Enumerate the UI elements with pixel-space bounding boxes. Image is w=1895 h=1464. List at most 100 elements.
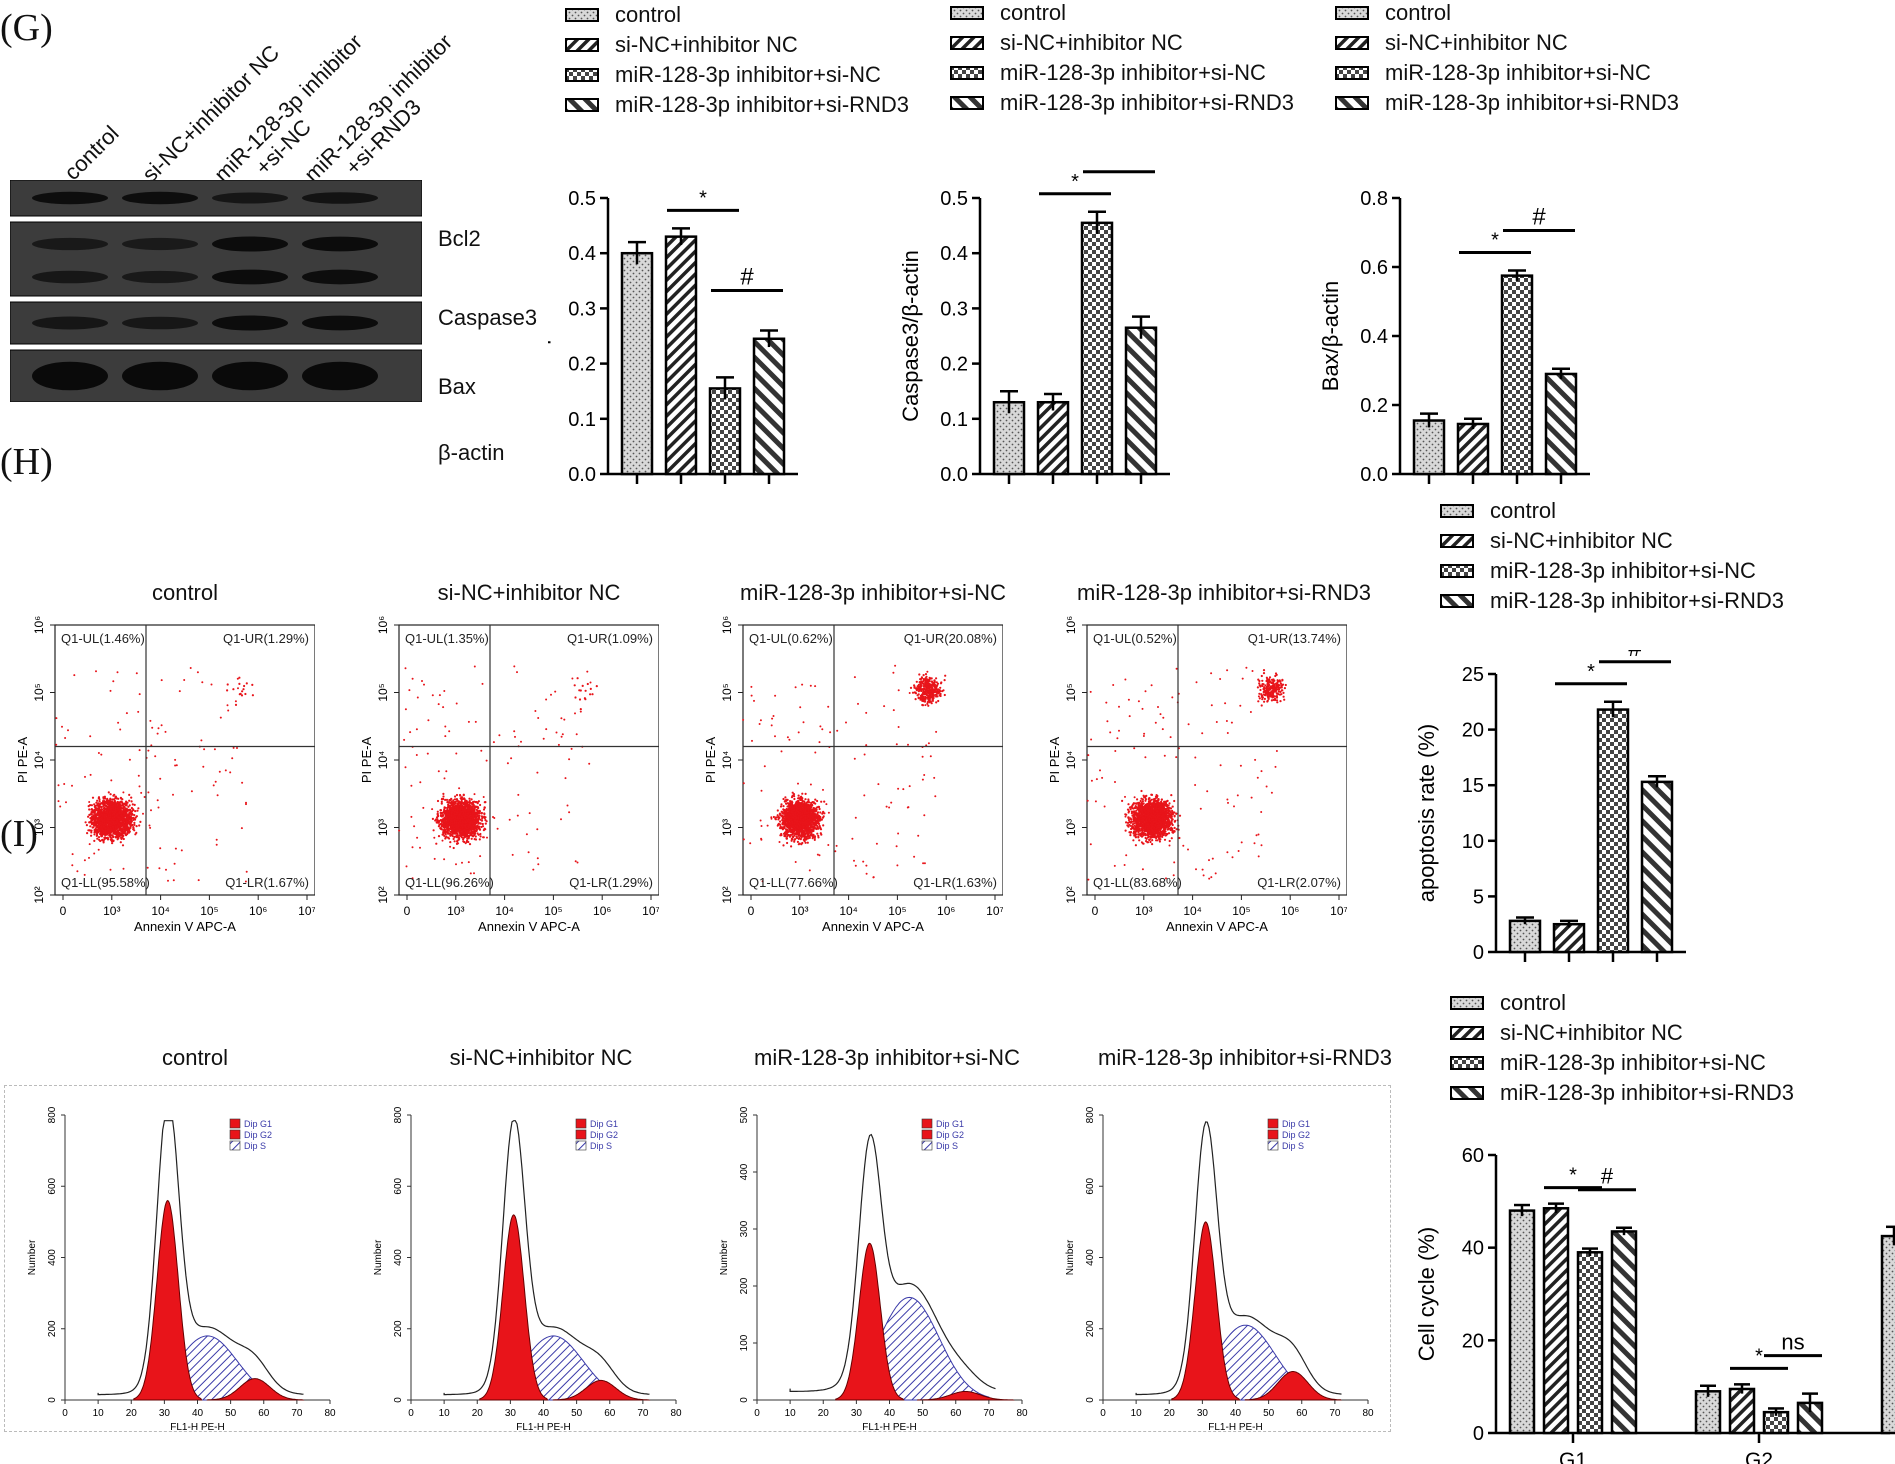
lane-label-control: control bbox=[59, 120, 124, 185]
legend-label: si-NC+inhibitor NC bbox=[1385, 30, 1568, 55]
histogram-legend-label: Dip G1 bbox=[936, 1119, 964, 1129]
x-tick-label: 10⁴ bbox=[839, 904, 858, 918]
y-tick-label: 0 bbox=[47, 1397, 58, 1403]
wb-band-casp3_bottom-3 bbox=[212, 269, 288, 285]
y-axis-label: Caspase3/β-actin bbox=[900, 250, 923, 422]
y-tick-label: 0 bbox=[739, 1397, 750, 1403]
y-tick-label: 10 bbox=[1462, 831, 1484, 853]
legend-label: miR-128-3p inhibitor+si-NC bbox=[1500, 1050, 1766, 1075]
y-axis-label: Number bbox=[1065, 1239, 1076, 1275]
legend-swatch-2 bbox=[1335, 36, 1369, 50]
legend-swatch-1 bbox=[1450, 996, 1484, 1010]
y-tick-label: 400 bbox=[393, 1249, 404, 1266]
legend-item-control: control bbox=[1440, 498, 1556, 524]
bar-g1-si-nc-inhibitor-nc bbox=[1542, 1207, 1570, 1435]
x-tick-label: 20 bbox=[1164, 1408, 1176, 1419]
x-tick-label: 10 bbox=[785, 1408, 797, 1419]
y-tick-label: 10³ bbox=[376, 819, 390, 836]
histogram-legend-swatch bbox=[921, 1118, 933, 1129]
y-tick-label: 100 bbox=[739, 1334, 750, 1351]
bar-mir-128-3p-inhibitor-si-rnd3 bbox=[752, 337, 786, 476]
wb-band-bcl2-2 bbox=[122, 191, 198, 205]
wb-band-casp3_top-1 bbox=[32, 237, 108, 251]
raw-histogram-outline bbox=[97, 1120, 304, 1396]
x-tick-label: 10⁶ bbox=[1281, 904, 1299, 918]
panel-label-g: (G) bbox=[0, 7, 53, 49]
quadrant-ur-label: Q1-UR(1.29%) bbox=[223, 631, 309, 646]
x-tick-label: G1 bbox=[1559, 1449, 1587, 1464]
y-tick-label: 0.2 bbox=[940, 354, 968, 376]
raw-histogram-outline bbox=[1135, 1121, 1342, 1396]
panel-label-i: (I) bbox=[0, 813, 38, 855]
y-axis-label: PI PE-A bbox=[15, 737, 30, 784]
legend-swatch-4 bbox=[950, 96, 984, 110]
histogram-legend-swatch bbox=[1267, 1129, 1279, 1140]
histogram-mir-128-3p-inhibitor-si-nc: 0 10 20 30 40 50 60 70 80 FL1-H PE-H 0 100 200 300 400… bbox=[719, 1106, 1028, 1433]
y-tick-label: 10³ bbox=[32, 819, 46, 836]
legend-swatch-4 bbox=[1450, 1086, 1484, 1100]
wb-label-beta-actin: β-actin bbox=[438, 440, 505, 465]
legend-swatch-3 bbox=[565, 68, 599, 82]
legend-item-mir-128-3p-inhibitor-si-nc: miR-128-3p inhibitor+si-NC bbox=[1440, 558, 1756, 584]
histogram-legend-label: Dip G1 bbox=[1282, 1119, 1310, 1129]
x-tick-label: 50 bbox=[917, 1408, 929, 1419]
significance-label: # bbox=[740, 263, 754, 290]
x-tick-label: 0 bbox=[62, 1408, 68, 1419]
g1-peak bbox=[133, 1199, 203, 1401]
legend-label: control bbox=[1385, 0, 1452, 25]
event-dots bbox=[1086, 666, 1287, 881]
bar-si-nc-inhibitor-nc bbox=[1036, 400, 1070, 476]
y-axis-label: apoptosis rate (%) bbox=[1414, 724, 1439, 903]
apoptosis-bar-chart: 0 5 10 15 20 25 apoptosis rate (%) * # bbox=[1414, 650, 1686, 964]
x-tick-label: 10⁵ bbox=[888, 904, 906, 918]
x-tick-label: 20 bbox=[126, 1408, 138, 1419]
flow-plot-control: Q1-UL(1.46%) Q1-UR(1.29%) Q1-LL(95.58%) Q1-… bbox=[15, 616, 315, 934]
y-tick-label: 0.0 bbox=[568, 464, 596, 486]
legend-swatch-3 bbox=[950, 66, 984, 80]
x-axis-label: FL1-H PE-H bbox=[862, 1422, 916, 1433]
g2-peak bbox=[552, 1379, 651, 1401]
panel-label-h: (H) bbox=[0, 441, 53, 483]
significance-label: # bbox=[1601, 1164, 1614, 1189]
legend-item-control: control bbox=[1450, 990, 1566, 1016]
histogram-legend-swatch bbox=[921, 1140, 933, 1151]
y-tick-label: 15 bbox=[1462, 775, 1484, 797]
x-tick-label: 50 bbox=[571, 1408, 583, 1419]
legend-item-mir-128-3p-inhibitor-si-nc: miR-128-3p inhibitor+si-NC bbox=[1335, 60, 1651, 86]
wb-label-bcl2: Bcl2 bbox=[438, 226, 481, 251]
y-tick-label: 300 bbox=[739, 1220, 750, 1237]
quadrant-ul-label: Q1-UL(0.62%) bbox=[749, 631, 833, 646]
legend-item-control: control bbox=[565, 2, 681, 28]
histogram-legend-label: Dip S bbox=[244, 1141, 266, 1151]
legend-label: si-NC+inhibitor NC bbox=[1000, 30, 1183, 55]
y-tick-label: 0.3 bbox=[568, 298, 596, 320]
wb-band-casp3_bottom-2 bbox=[122, 270, 198, 284]
histogram-legend-swatch bbox=[575, 1129, 587, 1140]
y-tick-label: 400 bbox=[1085, 1249, 1096, 1266]
y-tick-label: 25 bbox=[1462, 664, 1484, 686]
x-tick-label: 10³ bbox=[1135, 904, 1152, 918]
x-tick-label: 0 bbox=[754, 1408, 760, 1419]
bar-si-nc-inhibitor-nc bbox=[1456, 422, 1490, 476]
quadrant-lr-label: Q1-LR(1.67%) bbox=[225, 875, 309, 890]
y-tick-label: 10² bbox=[32, 886, 46, 903]
histogram-title-control: control bbox=[161, 1045, 229, 1070]
legend-swatch-1 bbox=[1440, 504, 1474, 518]
wb-band-bax-1 bbox=[32, 316, 108, 330]
wb-band-bcl2-3 bbox=[212, 192, 288, 204]
wb-band-casp3_top-4 bbox=[302, 236, 378, 252]
histogram-legend-label: Dip G2 bbox=[244, 1130, 272, 1140]
y-tick-label: 200 bbox=[1085, 1320, 1096, 1337]
y-tick-label: 10⁴ bbox=[32, 751, 46, 770]
wb-band-actin-4 bbox=[302, 361, 378, 391]
histogram-legend-label: Dip S bbox=[1282, 1141, 1304, 1151]
bar-mir-128-3p-inhibitor-si-nc bbox=[1500, 274, 1534, 476]
significance-label: # bbox=[1532, 203, 1546, 230]
raw-histogram-outline bbox=[443, 1120, 650, 1396]
cell-cycle-histograms-row: control 0 10 20 30 40 50 60 70 80 FL1-H PE-H 0 200 40… bbox=[0, 1045, 1400, 1455]
legend-label: control bbox=[1500, 990, 1567, 1015]
wb-label-caspase3: Caspase3 bbox=[438, 305, 538, 330]
legend-label: control bbox=[1000, 0, 1067, 25]
